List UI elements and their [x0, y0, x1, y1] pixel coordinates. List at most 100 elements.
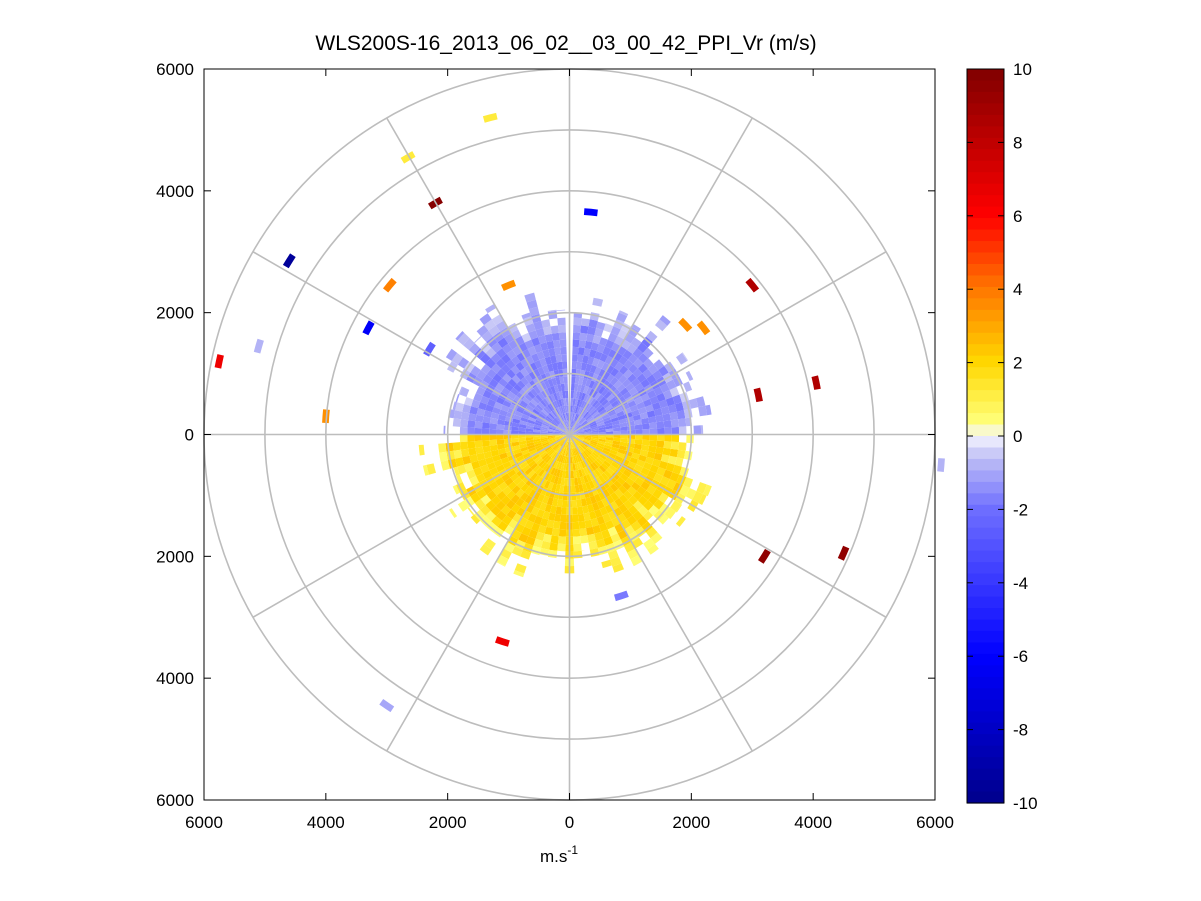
velocity-cell	[598, 337, 608, 347]
velocity-cell	[521, 312, 532, 320]
velocity-cell	[520, 483, 529, 493]
velocity-cell	[647, 494, 659, 505]
velocity-cell	[671, 434, 680, 443]
velocity-cell	[576, 454, 581, 463]
velocity-cell	[545, 447, 553, 454]
velocity-cell	[585, 448, 592, 455]
velocity-cell	[587, 456, 594, 464]
velocity-cell	[544, 446, 552, 452]
colorbar-band	[967, 447, 1004, 460]
velocity-cell	[474, 336, 482, 344]
velocity-cell	[570, 470, 575, 479]
velocity-cell	[572, 529, 581, 537]
velocity-cell	[559, 439, 565, 446]
velocity-cell	[550, 475, 556, 484]
velocity-cell	[601, 362, 610, 372]
velocity-cell	[470, 492, 481, 504]
velocity-cell	[516, 455, 525, 462]
velocity-cell	[585, 414, 592, 421]
velocity-cell	[616, 383, 626, 393]
colorbar-band	[967, 745, 1004, 758]
velocity-cell	[485, 347, 497, 359]
velocity-cell	[476, 408, 486, 417]
velocity-cell	[623, 359, 634, 370]
velocity-cell	[633, 358, 644, 369]
colorbar-band	[967, 69, 1004, 82]
velocity-cell	[583, 467, 589, 476]
velocity-cell	[534, 442, 542, 447]
velocity-cell	[573, 470, 578, 479]
velocity-cell	[633, 443, 642, 450]
scatter-point	[837, 545, 850, 561]
velocity-cell	[531, 506, 540, 516]
velocity-cell	[571, 456, 575, 464]
velocity-cell	[631, 324, 641, 332]
velocity-cell	[482, 422, 490, 429]
velocity-cell	[532, 408, 540, 416]
velocity-cell	[574, 398, 579, 407]
velocity-cell	[555, 484, 561, 493]
velocity-cell	[536, 351, 545, 360]
colorbar-band	[967, 321, 1004, 334]
velocity-cell	[533, 429, 541, 433]
velocity-cell	[612, 427, 621, 432]
velocity-cell	[583, 490, 590, 499]
velocity-cell	[460, 411, 470, 421]
velocity-cell	[527, 346, 537, 356]
velocity-cell	[574, 423, 580, 430]
velocity-cell	[536, 383, 544, 393]
velocity-cell	[528, 401, 536, 409]
velocity-cell	[613, 430, 621, 435]
velocity-cell	[601, 388, 609, 397]
velocity-cell	[685, 488, 697, 500]
velocity-cell	[571, 441, 575, 449]
velocity-cell	[554, 347, 562, 356]
velocity-cell	[524, 364, 533, 374]
velocity-cell	[585, 395, 592, 403]
velocity-cell	[507, 391, 517, 400]
velocity-cell	[540, 390, 548, 399]
velocity-cell	[507, 454, 517, 462]
scatter-point	[423, 341, 436, 357]
velocity-cell	[473, 392, 483, 402]
velocity-cell	[601, 399, 609, 407]
velocity-cell	[629, 457, 639, 465]
velocity-cell	[555, 469, 561, 478]
velocity-cell	[542, 495, 550, 504]
velocity-cell	[542, 463, 550, 471]
velocity-cell	[532, 491, 541, 501]
velocity-cell	[524, 339, 534, 350]
velocity-cell	[574, 448, 578, 456]
velocity-cell	[501, 495, 511, 506]
velocity-cell	[658, 460, 668, 470]
velocity-cell	[666, 379, 677, 390]
velocity-cell	[571, 376, 576, 384]
velocity-cell	[594, 328, 604, 338]
velocity-cell	[510, 494, 520, 504]
x-tick-label: 2000	[429, 813, 467, 832]
velocity-cell	[480, 464, 490, 474]
velocity-cell	[529, 380, 537, 389]
velocity-cell	[476, 325, 489, 337]
velocity-cell	[643, 358, 654, 369]
velocity-cell	[642, 490, 653, 501]
velocity-cell	[664, 507, 676, 520]
velocity-cell	[666, 479, 677, 490]
velocity-cell	[578, 340, 586, 349]
velocity-cell	[670, 500, 682, 512]
velocity-cell	[593, 413, 601, 419]
velocity-cell	[612, 423, 621, 429]
velocity-cell	[496, 368, 507, 379]
velocity-cell	[595, 485, 603, 494]
velocity-cell	[611, 472, 620, 481]
velocity-cell	[550, 325, 559, 334]
velocity-cell	[501, 353, 511, 364]
velocity-cell	[623, 369, 633, 379]
velocity-cell	[576, 499, 583, 508]
velocity-cell	[583, 437, 591, 441]
velocity-cell	[533, 424, 542, 429]
velocity-cell	[558, 391, 564, 399]
velocity-cell	[516, 480, 526, 489]
velocity-cell	[524, 495, 533, 505]
velocity-cell	[479, 353, 491, 364]
